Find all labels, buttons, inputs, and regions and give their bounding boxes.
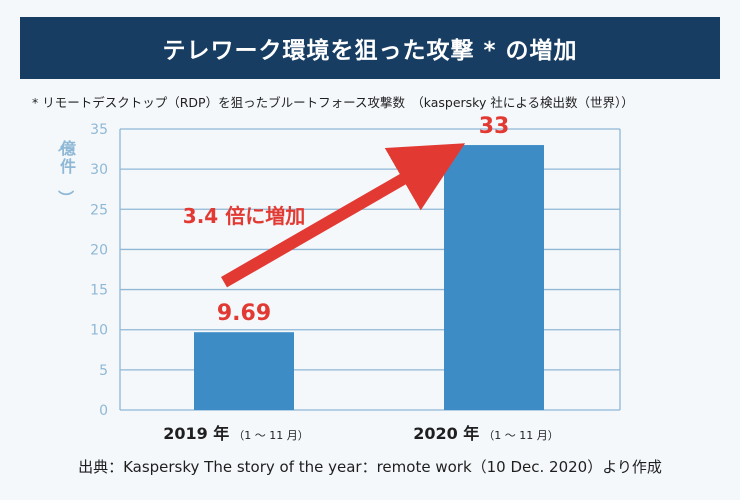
y-tick-label: 25: [90, 202, 108, 218]
y-tick-label: 15: [90, 283, 108, 299]
growth-annotation: 3.4 倍に増加: [183, 204, 305, 228]
bar: [444, 145, 544, 411]
axes: 0 5 10 15 20 25 30 35 （億件）: [56, 122, 621, 419]
y-tick-label: 30: [90, 162, 108, 178]
data-label: 33: [479, 114, 510, 139]
y-tick-label: 0: [99, 403, 108, 419]
growth-arrow: [221, 143, 466, 288]
chart-title-banner: テレワーク環境を狙った攻撃 * の増加: [20, 17, 720, 79]
y-tick-label: 10: [90, 323, 108, 339]
chart-subtitle: * リモートデスクトップ（RDP）を狙ったブルートフォース攻撃数 （kasper…: [32, 95, 634, 110]
data-label: 9.69: [217, 301, 271, 326]
x-tick-label: 2020 年（1 ～ 11 月）: [413, 424, 559, 443]
chart-title: テレワーク環境を狙った攻撃 * の増加: [162, 38, 578, 64]
y-tick-label: 5: [99, 363, 108, 379]
y-axis-label: （億件）: [56, 136, 76, 206]
y-tick-label: 35: [90, 122, 108, 138]
x-tick-label: 2019 年（1 ～ 11 月）: [163, 424, 309, 443]
bar: [194, 332, 294, 410]
source-note: 出典：Kaspersky The story of the year：remot…: [78, 458, 662, 476]
y-tick-label: 20: [90, 242, 108, 258]
labels: 9.69 2019 年（1 ～ 11 月） 33 2020 年（1 ～ 11 月） 3.…: [163, 114, 559, 443]
